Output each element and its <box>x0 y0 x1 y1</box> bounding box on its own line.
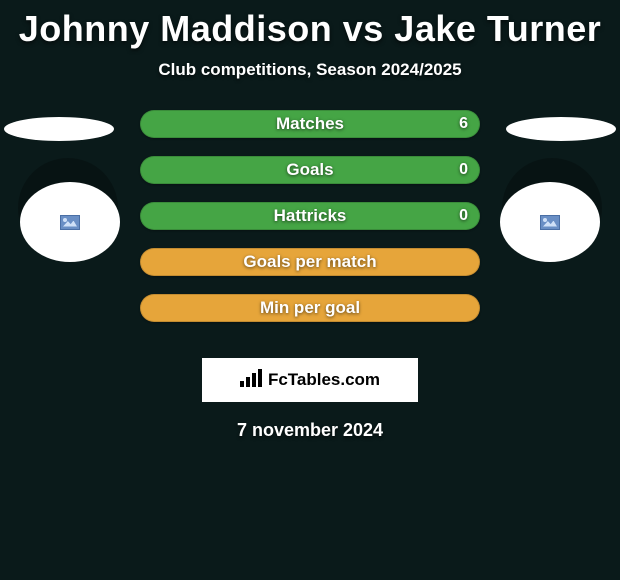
stat-bars: Matches 6 Goals 0 Hattricks 0 Goals per … <box>140 110 480 322</box>
stat-bar-goals-per-match: Goals per match <box>140 248 480 276</box>
player-right-disc <box>506 117 616 141</box>
brand-text: FcTables.com <box>268 370 380 390</box>
image-placeholder-icon <box>60 215 80 230</box>
stat-bar-hattricks: Hattricks 0 <box>140 202 480 230</box>
brand-box: FcTables.com <box>202 358 418 402</box>
image-placeholder-icon <box>540 215 560 230</box>
stat-label: Min per goal <box>260 298 360 318</box>
stat-bar-matches: Matches 6 <box>140 110 480 138</box>
stat-value-right: 0 <box>459 161 468 179</box>
player-left-disc <box>4 117 114 141</box>
player-right-avatar <box>500 182 600 262</box>
stat-bar-goals: Goals 0 <box>140 156 480 184</box>
stat-label: Hattricks <box>274 206 347 226</box>
comparison-stage: Matches 6 Goals 0 Hattricks 0 Goals per … <box>0 110 620 450</box>
page-title: Johnny Maddison vs Jake Turner <box>0 0 620 50</box>
bar-chart-icon <box>240 369 262 392</box>
stat-label: Matches <box>276 114 344 134</box>
stat-value-right: 0 <box>459 207 468 225</box>
stat-label: Goals <box>286 160 333 180</box>
stat-bar-min-per-goal: Min per goal <box>140 294 480 322</box>
stat-value-right: 6 <box>459 115 468 133</box>
player-left-avatar <box>20 182 120 262</box>
subtitle: Club competitions, Season 2024/2025 <box>0 60 620 80</box>
date-text: 7 november 2024 <box>0 420 620 441</box>
stat-label: Goals per match <box>243 252 376 272</box>
